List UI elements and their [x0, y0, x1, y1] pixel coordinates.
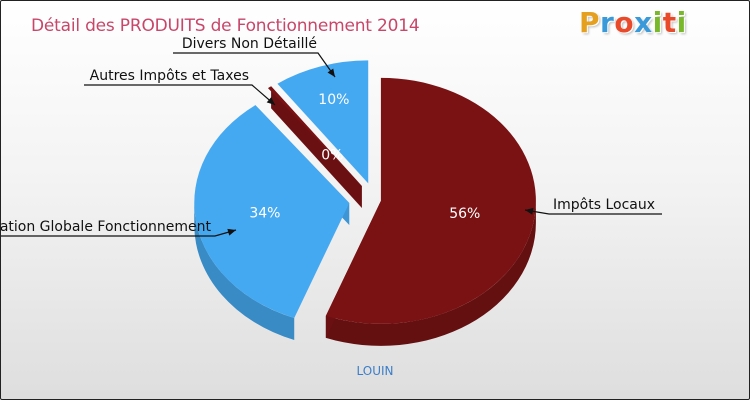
proxiti-logo: Proxiti — [579, 6, 687, 39]
pie-tops — [194, 60, 536, 324]
slice-category-label: Impôts Locaux — [553, 197, 655, 213]
callout-line — [173, 52, 336, 78]
chart-title: Détail des PRODUITS de Fonctionnement 20… — [31, 16, 420, 36]
logo-letter: P — [579, 6, 601, 39]
callout-arrowhead — [327, 68, 335, 77]
commune-name: LOUIN — [356, 364, 394, 378]
logo-letter: i — [652, 6, 663, 39]
callout-arrowhead — [227, 228, 236, 236]
logo-letter: t — [662, 6, 677, 39]
slice-wall — [271, 86, 362, 208]
pie-slice — [194, 105, 350, 318]
callout-line — [524, 209, 662, 215]
slice-category-label: Autres Impôts et Taxes — [90, 68, 249, 84]
pie-slice — [267, 86, 362, 186]
logo-letter: i — [676, 6, 687, 39]
logo-letter: r — [600, 6, 615, 39]
callout-arrowhead — [266, 97, 275, 105]
logo-letter: x — [634, 6, 653, 39]
slice-percent-label: 56% — [449, 206, 480, 222]
slice-category-label: Divers Non Détaillé — [182, 36, 317, 52]
logo-letter: o — [614, 6, 635, 39]
pie-slice — [325, 77, 536, 324]
slice-percent-label: 0% — [321, 147, 343, 163]
slice-side — [194, 202, 295, 340]
callout-line — [84, 84, 276, 106]
slice-percent-label: 34% — [249, 206, 280, 222]
callout-arrowhead — [525, 207, 534, 215]
slice-percent-label: 10% — [318, 92, 349, 108]
pie-labels: 56% 34% 0% 10% Impôts Locaux Dotation Globale… — [1, 36, 662, 237]
slice-category-label: Dotation Globale Fonctionnement — [1, 219, 212, 235]
pie-slice — [277, 60, 369, 184]
slice-side — [325, 200, 536, 346]
